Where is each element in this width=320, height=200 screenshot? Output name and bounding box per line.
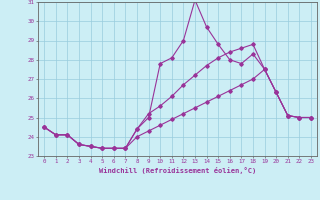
X-axis label: Windchill (Refroidissement éolien,°C): Windchill (Refroidissement éolien,°C)	[99, 167, 256, 174]
